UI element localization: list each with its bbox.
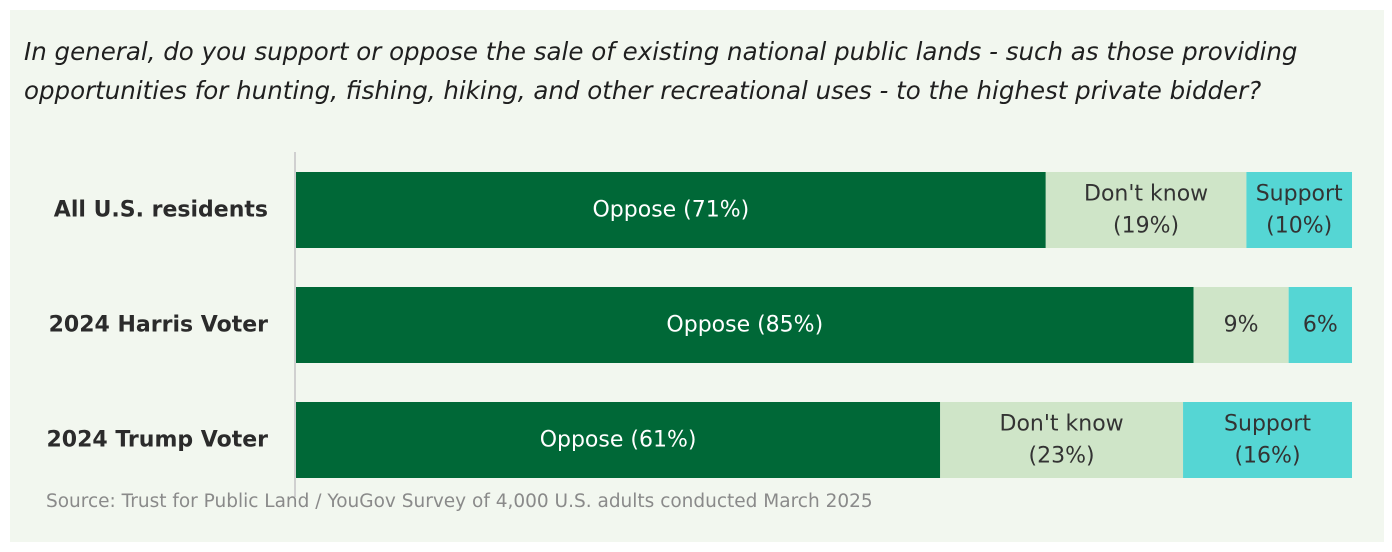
bar-segment-oppose	[296, 172, 1046, 248]
data-label-don-t-know: Don't know (23%)	[1000, 412, 1124, 469]
bar-segment-don-t-know	[940, 402, 1184, 478]
chart-title: In general, do you support or oppose the…	[24, 37, 1298, 105]
data-label-don-t-know: Don't know (19%)	[1084, 182, 1208, 239]
category-label: All U.S. residents	[54, 198, 268, 223]
data-label-support: Support (16%)	[1224, 412, 1311, 469]
bar-segment-don-t-know	[1193, 287, 1289, 363]
bar-segment-oppose	[296, 287, 1194, 363]
data-label-support: 6%	[1303, 313, 1338, 338]
bar-segment-support	[1288, 287, 1352, 363]
category-label: 2024 Trump Voter	[46, 428, 268, 453]
data-label-don-t-know: 9%	[1224, 313, 1259, 338]
data-label-oppose: Oppose (61%)	[540, 428, 697, 453]
bar-segment-support	[1183, 402, 1352, 478]
source-note: Source: Trust for Public Land / YouGov S…	[46, 491, 873, 512]
bar-segment-don-t-know	[1045, 172, 1247, 248]
data-label-support: Support (10%)	[1256, 182, 1343, 239]
category-label: 2024 Harris Voter	[49, 313, 269, 338]
data-label-oppose: Oppose (85%)	[666, 313, 823, 338]
data-label-oppose: Oppose (71%)	[592, 198, 749, 223]
bar-segment-support	[1246, 172, 1352, 248]
bar-segment-oppose	[296, 402, 941, 478]
